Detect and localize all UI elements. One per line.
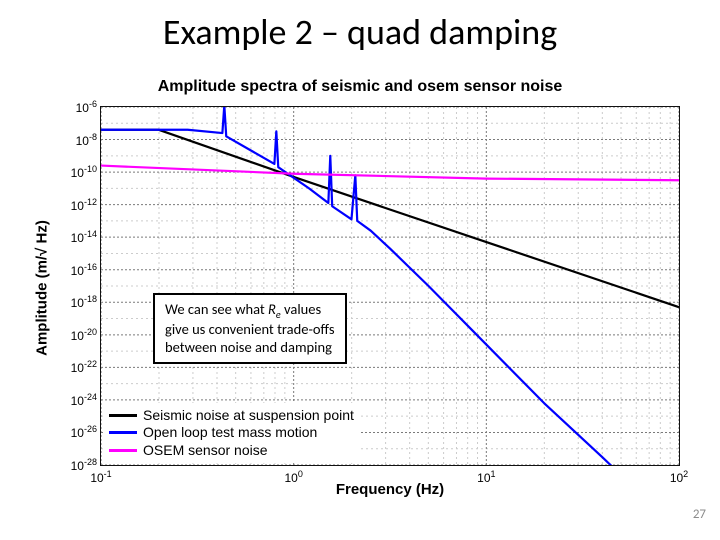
legend-swatch — [109, 449, 137, 452]
plot-area: We can see what Re valuesgive us conveni… — [100, 106, 680, 466]
annotation-pre: We can see what — [165, 300, 268, 318]
y-tick-label: 10-22 — [71, 359, 97, 375]
legend-item: OSEM sensor noise — [109, 442, 354, 460]
x-axis-label: Frequency (Hz) — [100, 481, 680, 498]
legend: Seismic noise at suspension pointOpen lo… — [103, 403, 360, 464]
y-tick-label: 10-10 — [71, 164, 97, 180]
legend-item: Open loop test mass motion — [109, 424, 354, 442]
x-tick-label: 101 — [477, 469, 495, 485]
series-line — [101, 166, 679, 181]
legend-swatch — [109, 431, 137, 434]
y-tick-label: 10-14 — [71, 229, 97, 245]
legend-label: OSEM sensor noise — [143, 442, 268, 460]
y-tick-label: 10-6 — [76, 99, 97, 115]
y-tick-label: 10-24 — [71, 392, 97, 408]
x-tick-label: 100 — [284, 469, 302, 485]
legend-swatch — [109, 414, 137, 417]
y-tick-label: 10-12 — [71, 197, 97, 213]
series-line — [101, 130, 679, 307]
y-tick-label: 10-8 — [76, 132, 97, 148]
legend-item: Seismic noise at suspension point — [109, 407, 354, 425]
y-tick-label: 10-20 — [71, 327, 97, 343]
page-title: Example 2 – quad damping — [0, 10, 720, 54]
chart-container: Amplitude spectra of seismic and osem se… — [30, 78, 690, 498]
chart-title: Amplitude spectra of seismic and osem se… — [30, 78, 690, 96]
y-tick-label: 10-26 — [71, 424, 97, 440]
y-tick-label: 10-16 — [71, 262, 97, 278]
annotation-var: Re — [268, 300, 281, 318]
y-axis-label: Amplitude (m/√ Hz) — [34, 220, 51, 356]
page-number: 27 — [693, 507, 706, 522]
legend-label: Seismic noise at suspension point — [143, 407, 354, 425]
slide: Example 2 – quad damping Amplitude spect… — [0, 0, 720, 540]
annotation-box: We can see what Re valuesgive us conveni… — [153, 293, 346, 364]
legend-label: Open loop test mass motion — [143, 424, 317, 442]
x-tick-label: 102 — [670, 469, 688, 485]
y-tick-label: 10-18 — [71, 294, 97, 310]
y-tick-label: 10-28 — [71, 457, 97, 473]
